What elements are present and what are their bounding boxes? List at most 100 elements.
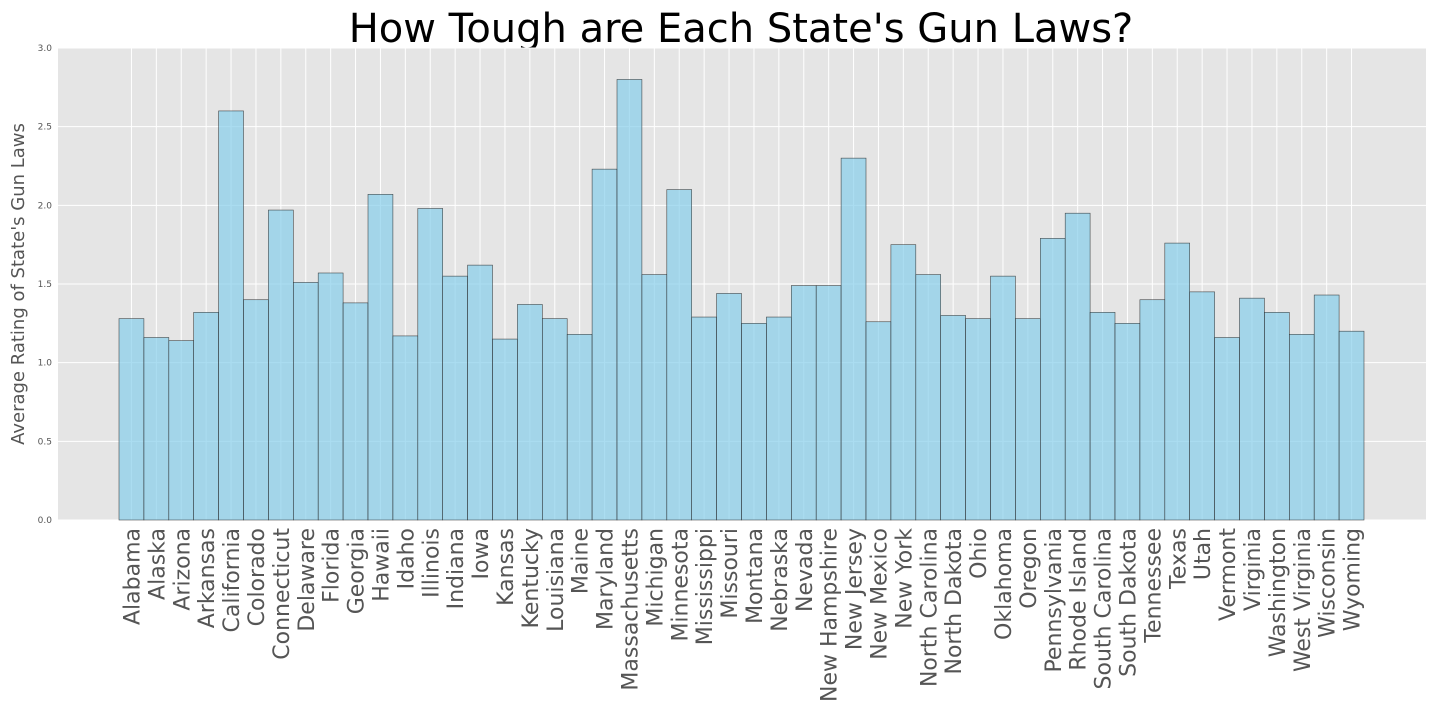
bar-oregon [1015, 318, 1041, 521]
x-tick-label: Louisiana [544, 528, 569, 632]
y-axis-ticks: 0.0 0.5 1.0 1.5 2.0 2.5 3.0 [38, 44, 53, 526]
bar-florida [317, 272, 344, 521]
x-tick-label: Kentucky [519, 528, 544, 628]
x-tick-label: South Carolina [1092, 528, 1117, 689]
y-tick-label: 1.0 [38, 359, 53, 369]
bar-oklahoma [990, 275, 1016, 521]
bar-alaska [143, 337, 170, 521]
bar-new-hampshire [815, 285, 842, 521]
bar-arkansas [193, 312, 219, 521]
bar-louisiana [541, 318, 568, 521]
bar-georgia [342, 302, 369, 521]
x-tick-label: New Mexico [867, 528, 892, 660]
x-tick-label: Idaho [394, 528, 419, 589]
x-tick-label: Connecticut [270, 528, 295, 660]
bar-new-york [890, 244, 917, 521]
x-tick-label: Colorado [245, 528, 270, 626]
bars [118, 79, 1365, 521]
bar-maine [566, 334, 593, 521]
x-tick-label: South Dakota [1116, 528, 1141, 677]
x-tick-label: Minnesota [668, 528, 693, 642]
x-tick-label: Iowa [469, 528, 494, 579]
x-tick-label: Maryland [594, 528, 619, 630]
x-tick-label: Arizona [170, 528, 195, 611]
bar-kansas [492, 338, 518, 521]
x-tick-label: Alaska [145, 528, 170, 600]
x-tick-label: Virginia [1241, 528, 1266, 611]
x-tick-label: Utah [1191, 528, 1216, 580]
bar-arizona [168, 340, 195, 521]
y-tick-label: 2.5 [38, 123, 52, 133]
x-tick-label: New Hampshire [818, 528, 843, 702]
x-tick-label: Washington [1266, 528, 1291, 657]
x-tick-label: Michigan [643, 528, 668, 627]
bar-minnesota [666, 189, 692, 521]
y-tick-label: 1.5 [38, 280, 52, 290]
bar-michigan [641, 274, 668, 521]
bar-indiana [442, 275, 468, 521]
x-tick-label: Oregon [1017, 528, 1042, 609]
x-tick-label: Ohio [967, 528, 992, 579]
y-tick-label: 0.0 [38, 516, 53, 526]
x-tick-label: New Jersey [843, 528, 868, 650]
x-tick-label: Mississippi [693, 528, 718, 645]
bar-south-dakota [1114, 323, 1141, 521]
bar-wyoming [1338, 330, 1365, 521]
bar-rhode-island [1064, 212, 1091, 521]
bar-montana [741, 323, 767, 521]
x-tick-label: Maine [569, 528, 594, 594]
bar-utah [1189, 291, 1215, 521]
x-tick-label: North Dakota [942, 528, 967, 674]
bar-maryland [591, 168, 618, 521]
x-tick-label: Massachusetts [618, 528, 643, 691]
y-tick-label: 2.0 [38, 201, 53, 211]
bar-south-carolina [1089, 312, 1116, 521]
bar-virginia [1239, 297, 1265, 521]
x-tick-label: Montana [743, 528, 768, 624]
bar-west-virginia [1289, 334, 1315, 521]
x-tick-label: Oklahoma [992, 528, 1017, 640]
bar-tennessee [1139, 299, 1166, 521]
bar-illinois [417, 208, 443, 521]
x-tick-label: California [220, 528, 245, 632]
x-tick-label: Kansas [494, 528, 519, 606]
x-tick-label: Alabama [120, 528, 145, 625]
x-tick-label: Nevada [793, 528, 818, 612]
x-tick-label: Nebraska [768, 528, 793, 632]
bar-vermont [1214, 337, 1240, 521]
bar-connecticut [268, 209, 294, 521]
bar-idaho [392, 335, 419, 521]
x-tick-label: North Carolina [917, 528, 942, 687]
bar-colorado [243, 299, 269, 521]
bar-north-carolina [915, 274, 941, 521]
bar-california [218, 110, 244, 521]
x-tick-label: Florida [320, 528, 345, 603]
bar-pennsylvania [1040, 238, 1066, 521]
x-tick-label: Delaware [295, 528, 320, 632]
x-tick-label: Illinois [419, 528, 444, 598]
x-tick-label: Tennessee [1141, 528, 1166, 644]
bar-washington [1264, 312, 1290, 521]
x-tick-label: Rhode Island [1067, 528, 1092, 671]
bar-iowa [467, 264, 493, 521]
x-tick-label: Wyoming [1341, 528, 1366, 631]
bar-nebraska [766, 316, 792, 521]
x-tick-label: West Virginia [1291, 528, 1316, 672]
bar-new-mexico [865, 321, 892, 521]
bar-massachusetts [616, 79, 643, 521]
bar-texas [1164, 242, 1191, 521]
bar-north-dakota [940, 315, 966, 521]
y-tick-label: 0.5 [38, 437, 52, 447]
bar-alabama [118, 318, 145, 521]
bar-kentucky [517, 304, 543, 521]
bar-missouri [716, 293, 742, 521]
x-tick-label: New York [892, 528, 917, 629]
bar-hawaii [367, 194, 394, 521]
bar-mississippi [691, 316, 717, 521]
bar-wisconsin [1313, 294, 1340, 521]
x-tick-label: Pennsylvania [1042, 528, 1067, 673]
x-tick-label: Missouri [718, 528, 743, 619]
x-tick-label: Hawaii [369, 528, 394, 602]
x-tick-label: Arkansas [195, 528, 220, 628]
